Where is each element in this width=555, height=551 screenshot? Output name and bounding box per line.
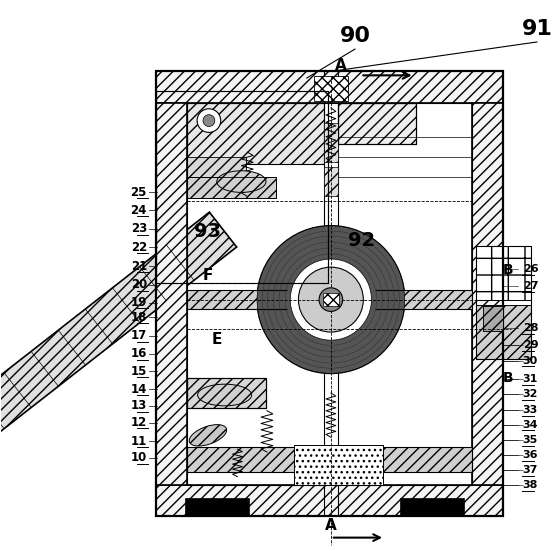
Bar xyxy=(476,246,531,300)
Ellipse shape xyxy=(217,171,266,192)
Bar xyxy=(187,177,276,198)
Text: F: F xyxy=(203,268,213,283)
Bar xyxy=(375,290,472,310)
Bar xyxy=(338,103,416,144)
Circle shape xyxy=(257,226,405,374)
Bar xyxy=(156,484,503,516)
Bar xyxy=(476,305,531,359)
Bar xyxy=(400,498,463,516)
Text: 27: 27 xyxy=(523,281,538,291)
Bar xyxy=(472,103,503,484)
Text: 11: 11 xyxy=(131,435,147,448)
Text: 16: 16 xyxy=(130,347,147,360)
Text: 24: 24 xyxy=(130,203,147,217)
Text: 18: 18 xyxy=(130,311,147,324)
Text: 93: 93 xyxy=(194,222,221,241)
Text: 33: 33 xyxy=(523,405,538,415)
Circle shape xyxy=(203,115,215,127)
Text: 32: 32 xyxy=(523,389,538,399)
Text: 38: 38 xyxy=(523,480,538,490)
Bar xyxy=(483,306,503,331)
Bar xyxy=(187,157,246,177)
Text: 20: 20 xyxy=(131,278,147,291)
Text: 14: 14 xyxy=(130,382,147,396)
Bar xyxy=(483,306,503,331)
Bar xyxy=(187,379,266,408)
Text: 17: 17 xyxy=(131,329,147,343)
Text: 23: 23 xyxy=(131,222,147,235)
Bar xyxy=(0,212,236,447)
Bar xyxy=(324,167,338,196)
Text: 21: 21 xyxy=(131,260,147,273)
Text: 29: 29 xyxy=(523,340,538,350)
Bar xyxy=(187,379,266,408)
Circle shape xyxy=(299,267,364,332)
Bar xyxy=(156,72,503,516)
Text: 91: 91 xyxy=(522,19,553,39)
Text: B: B xyxy=(503,263,513,277)
Text: 30: 30 xyxy=(523,355,538,365)
Ellipse shape xyxy=(189,425,226,446)
Circle shape xyxy=(197,109,221,132)
Text: 35: 35 xyxy=(523,435,538,445)
Bar xyxy=(187,290,286,310)
Text: 26: 26 xyxy=(523,264,538,274)
Text: 28: 28 xyxy=(523,323,538,333)
Ellipse shape xyxy=(198,384,252,406)
Bar xyxy=(156,103,187,484)
Text: 15: 15 xyxy=(130,365,147,378)
Text: 25: 25 xyxy=(130,186,147,199)
Bar xyxy=(156,91,328,283)
Text: 34: 34 xyxy=(523,419,538,430)
Text: 19: 19 xyxy=(130,296,147,309)
Bar xyxy=(338,103,416,144)
Bar xyxy=(187,177,276,198)
Bar xyxy=(187,447,472,472)
Text: B: B xyxy=(503,371,513,385)
Bar xyxy=(187,103,324,164)
Bar xyxy=(314,77,347,101)
Circle shape xyxy=(319,288,342,311)
Text: A: A xyxy=(335,58,346,73)
Bar xyxy=(324,122,338,162)
Bar xyxy=(185,498,249,516)
Text: 22: 22 xyxy=(131,241,147,254)
Bar xyxy=(323,293,339,306)
Bar xyxy=(295,445,383,484)
Text: 12: 12 xyxy=(131,416,147,429)
Text: 13: 13 xyxy=(131,399,147,412)
Text: 31: 31 xyxy=(523,374,538,384)
Text: 10: 10 xyxy=(131,451,147,464)
Text: 36: 36 xyxy=(523,450,538,460)
Text: 37: 37 xyxy=(523,464,538,475)
Bar xyxy=(187,103,472,484)
Text: E: E xyxy=(212,332,222,347)
Text: 92: 92 xyxy=(348,231,375,250)
Bar xyxy=(156,72,503,103)
Text: A: A xyxy=(325,518,337,533)
Text: 90: 90 xyxy=(340,26,371,46)
Bar xyxy=(476,246,531,359)
